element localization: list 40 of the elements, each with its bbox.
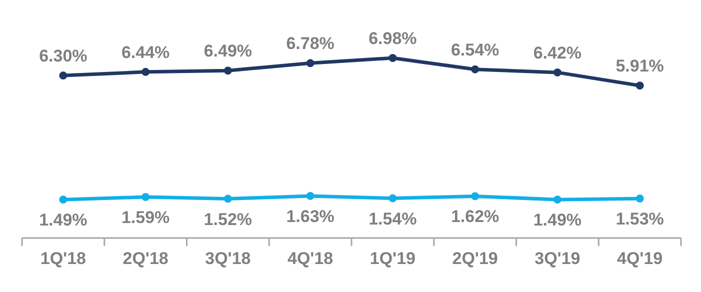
data-label: 6.30% — [39, 46, 88, 66]
x-tick-label: 3Q'18 — [205, 249, 251, 268]
point — [224, 66, 232, 75]
point — [142, 192, 150, 201]
point — [471, 65, 480, 74]
point — [224, 194, 232, 203]
data-label: 1.62% — [450, 207, 500, 226]
point — [306, 192, 314, 200]
point — [471, 192, 480, 200]
point — [636, 194, 644, 203]
x-tick-label: 1Q'19 — [370, 249, 416, 268]
point — [553, 196, 562, 204]
data-label: 1.59% — [121, 208, 170, 227]
data-label: 6.78% — [286, 34, 334, 54]
data-label: 1.49% — [39, 210, 88, 230]
data-label: 6.49% — [204, 42, 252, 61]
data-label: 1.63% — [286, 206, 334, 226]
point — [388, 54, 397, 62]
point — [388, 194, 397, 202]
point — [306, 59, 314, 68]
x-tick-label: 4Q'19 — [616, 249, 663, 268]
data-label: 6.98% — [368, 29, 417, 48]
point — [553, 68, 562, 76]
data-label: 1.54% — [368, 209, 417, 228]
x-tick-label: 3Q'19 — [534, 249, 580, 268]
x-tick-label: 2Q'18 — [122, 249, 168, 268]
data-label: 5.91% — [616, 56, 664, 76]
data-label: 6.44% — [121, 42, 170, 62]
x-tick-label: 2Q'19 — [452, 249, 498, 268]
data-label: 1.52% — [204, 210, 252, 229]
x-tick-label: 1Q'18 — [40, 249, 86, 268]
point — [59, 72, 68, 80]
point — [142, 68, 150, 76]
point — [59, 196, 68, 204]
x-tick-label: 4Q'18 — [287, 249, 334, 268]
data-label: 6.42% — [533, 43, 582, 62]
data-label: 6.54% — [450, 40, 500, 60]
data-label: 1.49% — [533, 210, 582, 230]
point — [636, 82, 644, 90]
data-label: 1.53% — [616, 210, 664, 229]
